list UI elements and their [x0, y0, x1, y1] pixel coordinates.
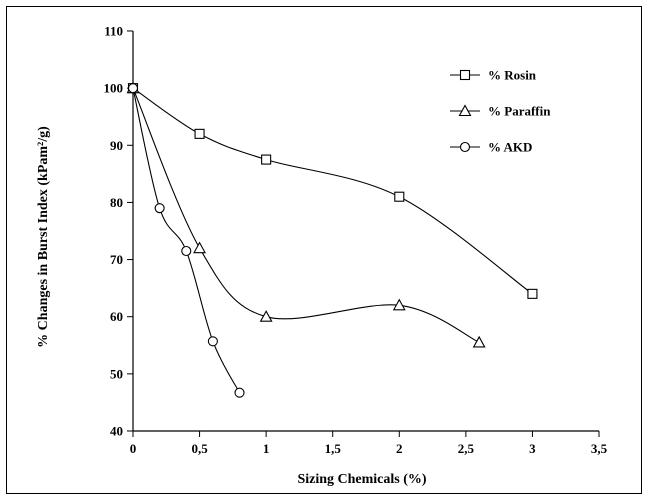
y-tick-label: 60 — [110, 309, 123, 324]
data-point-akd — [207, 336, 218, 347]
axes: 0 0,5 1 1,5 2 2,5 3 3,5 40 50 60 70 80 90 100 110 — [104, 24, 608, 457]
data-point-paraffin — [259, 310, 273, 322]
series-line-akd — [132, 87, 240, 393]
x-tick-label: 3 — [529, 441, 536, 456]
legend-label-akd: % AKD — [488, 140, 532, 155]
y-tick-label: 110 — [104, 24, 123, 39]
data-point-akd — [181, 245, 192, 257]
data-point-akd — [127, 83, 139, 94]
data-point-akd — [154, 203, 165, 214]
data-point-paraffin — [392, 298, 406, 311]
series-line-rosin — [132, 87, 533, 295]
legend-marker-paraffin — [458, 104, 472, 117]
data-point-rosin — [394, 191, 405, 202]
x-tick-label: 2 — [396, 441, 403, 456]
y-tick-label: 50 — [110, 366, 123, 381]
series-layer — [126, 81, 538, 398]
data-point-rosin — [527, 288, 538, 299]
x-tick-label: 0 — [130, 441, 137, 456]
y-tick-label: 70 — [110, 252, 123, 267]
y-axis-label: % Changes in Burst Index (kPam²/g) — [36, 126, 51, 348]
data-point-akd — [234, 387, 245, 398]
data-point-rosin — [194, 128, 205, 139]
legend-label-rosin: % Rosin — [488, 68, 537, 83]
series-akd — [127, 83, 245, 398]
series-line-paraffin — [132, 87, 480, 343]
data-point-paraffin — [193, 241, 207, 254]
legend: % Rosin % Paraffin % AKD — [450, 68, 551, 155]
y-tick-label: 100 — [104, 81, 124, 96]
data-point-paraffin — [472, 335, 486, 348]
burst-index-chart: 0 0,5 1 1,5 2 2,5 3 3,5 40 50 60 70 80 90 100 110 % Ros… — [36, 24, 608, 488]
legend-marker-akd — [459, 141, 471, 153]
x-tick-label: 1,5 — [325, 441, 342, 456]
y-tick-label: 40 — [110, 424, 123, 439]
data-point-rosin — [261, 154, 272, 165]
y-tick-label: 80 — [110, 195, 123, 210]
y-tick-label: 90 — [110, 138, 123, 153]
legend-item-akd: % AKD — [450, 140, 532, 155]
legend-item-rosin: % Rosin — [450, 68, 537, 83]
legend-item-paraffin: % Paraffin — [450, 104, 551, 119]
legend-label-paraffin: % Paraffin — [488, 104, 551, 119]
x-tick-label: 3,5 — [591, 441, 608, 456]
x-tick-label: 0,5 — [191, 441, 208, 456]
x-tick-label: 2,5 — [458, 441, 475, 456]
x-tick-label: 1 — [263, 441, 270, 456]
series-rosin — [127, 83, 538, 299]
legend-marker-rosin — [459, 69, 471, 81]
x-axis-label: Sizing Chemicals (%) — [297, 472, 426, 487]
chart-frame: 0 0,5 1 1,5 2 2,5 3 3,5 40 50 60 70 80 90 100 110 % Ros… — [6, 6, 642, 494]
